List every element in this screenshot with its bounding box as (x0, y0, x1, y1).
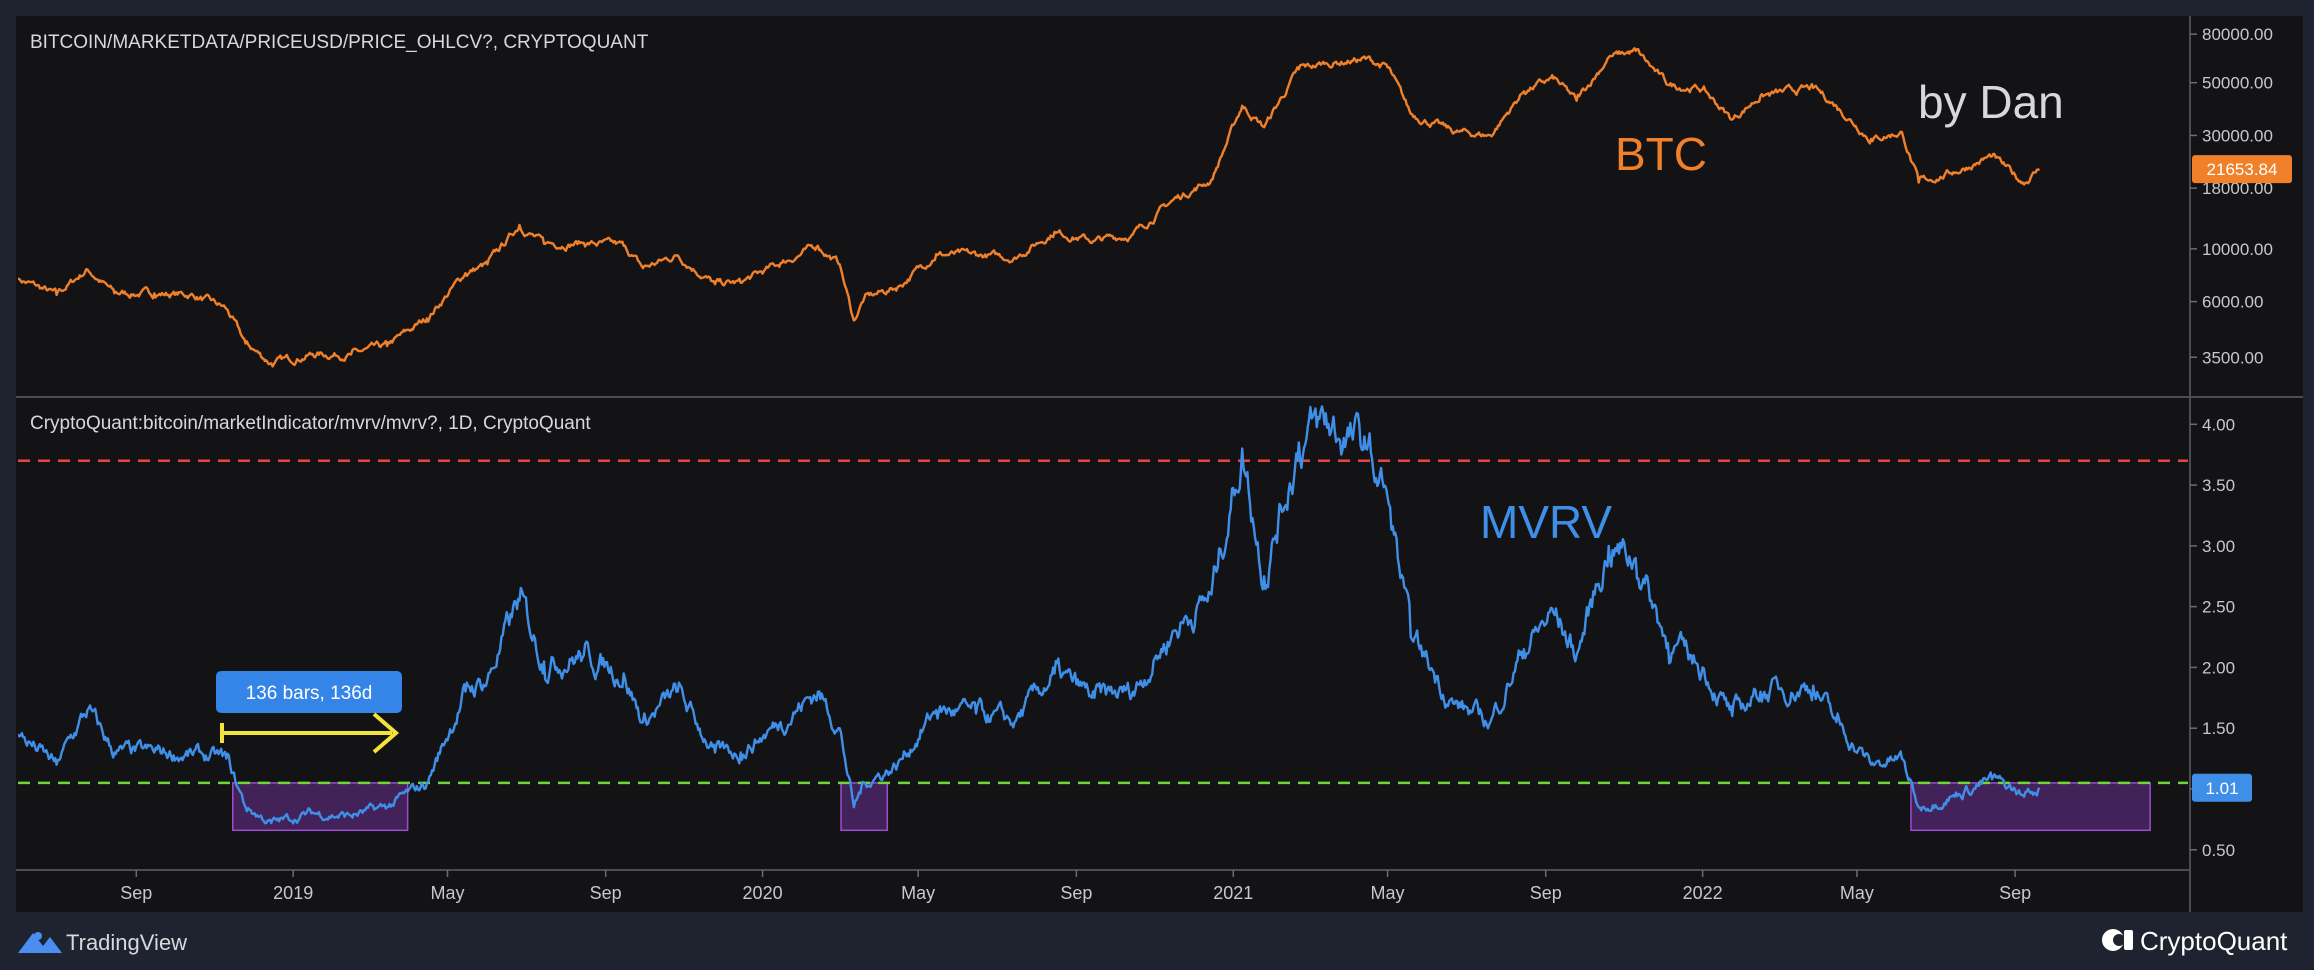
mvrv-series-label: MVRV (1480, 496, 1612, 548)
mvrv-value-tag-box (2192, 773, 2252, 802)
btc-axis-label: 3500.00 (2202, 348, 2263, 367)
btc-pane[interactable]: BITCOIN/MARKETDATA/PRICEUSD/PRICE_OHLCV?… (18, 25, 2292, 368)
measure-callout-text: 136 bars, 136d (246, 683, 373, 704)
mvrv-axis-label: 0.50 (2202, 841, 2235, 860)
time-axis-label: Sep (590, 883, 622, 903)
time-axis-label: May (1840, 883, 1874, 903)
btc-axis-label: 6000.00 (2202, 293, 2263, 312)
time-axis-label: May (901, 883, 935, 903)
btc-price-line (18, 47, 2041, 368)
time-axis-label: 2019 (273, 883, 313, 903)
time-axis-label: Sep (1999, 883, 2031, 903)
mvrv-line (18, 405, 2041, 825)
mvrv-axis-label: 3.50 (2202, 476, 2235, 495)
author-label: by Dan (1918, 76, 2064, 128)
time-axis-label: 2022 (1683, 883, 1723, 903)
time-axis-label: Sep (1530, 883, 1562, 903)
btc-price-tag-value: 21653.84 (2207, 160, 2278, 179)
footer: TradingView CryptoQuant (18, 926, 2288, 956)
undervalued-zone-3[interactable] (1910, 782, 2151, 832)
tradingview-logo-icon (18, 932, 62, 953)
time-axis-label: Sep (1060, 883, 1092, 903)
btc-axis-label: 10000.00 (2202, 240, 2273, 259)
time-axis-label: 2020 (743, 883, 783, 903)
mvrv-axis-label: 3.00 (2202, 537, 2235, 556)
btc-axis-label: 30000.00 (2202, 126, 2273, 145)
btc-pane-title: BITCOIN/MARKETDATA/PRICEUSD/PRICE_OHLCV?… (30, 32, 649, 53)
btc-axis-label: 80000.00 (2202, 25, 2273, 44)
date-range-measure[interactable]: 136 bars, 136d (216, 671, 402, 754)
mvrv-pane[interactable]: CryptoQuant:bitcoin/marketIndicator/mvrv… (18, 405, 2252, 860)
time-axis-label: May (1371, 883, 1405, 903)
time-axis-label: Sep (120, 883, 152, 903)
mvrv-axis-label: 2.00 (2202, 658, 2235, 677)
mvrv-value-tag-value: 1.01 (2205, 779, 2238, 798)
btc-axis-label: 18000.00 (2202, 179, 2273, 198)
btc-series-label: BTC (1615, 128, 1707, 180)
mvrv-axis-label: 4.00 (2202, 415, 2235, 434)
btc-price-tag-box (2192, 155, 2292, 184)
btc-price-tag: 21653.84 (2192, 155, 2292, 184)
arrow-right-icon (372, 712, 400, 754)
cryptoquant-brand[interactable]: CryptoQuant (2140, 926, 2288, 956)
mvrv-axis-label: 2.50 (2202, 598, 2235, 617)
cryptoquant-logo-icon (2102, 929, 2133, 951)
time-axis-label: 2021 (1213, 883, 1253, 903)
time-axis-label: May (431, 883, 465, 903)
mvrv-series (18, 405, 2041, 825)
chart-background (16, 16, 2303, 912)
measure-callout-box (216, 671, 402, 713)
btc-price-axis[interactable]: 80000.00 50000.00 30000.00 18000.00 10000.00… (2190, 25, 2273, 367)
btc-series (18, 47, 2041, 368)
tradingview-brand[interactable]: TradingView (66, 930, 187, 955)
btc-axis-label: 50000.00 (2202, 74, 2273, 93)
time-axis[interactable]: Sep 2019 May Sep 2020 May Sep 2021 May Sep 2022 May… (120, 870, 2031, 903)
mvrv-pane-title: CryptoQuant:bitcoin/marketIndicator/mvrv… (30, 413, 591, 434)
undervalued-zone-2[interactable] (840, 782, 889, 832)
mvrv-axis-label: 1.50 (2202, 719, 2235, 738)
reference-lines (18, 459, 2188, 785)
mvrv-value-tag: 1.01 (2192, 773, 2252, 802)
